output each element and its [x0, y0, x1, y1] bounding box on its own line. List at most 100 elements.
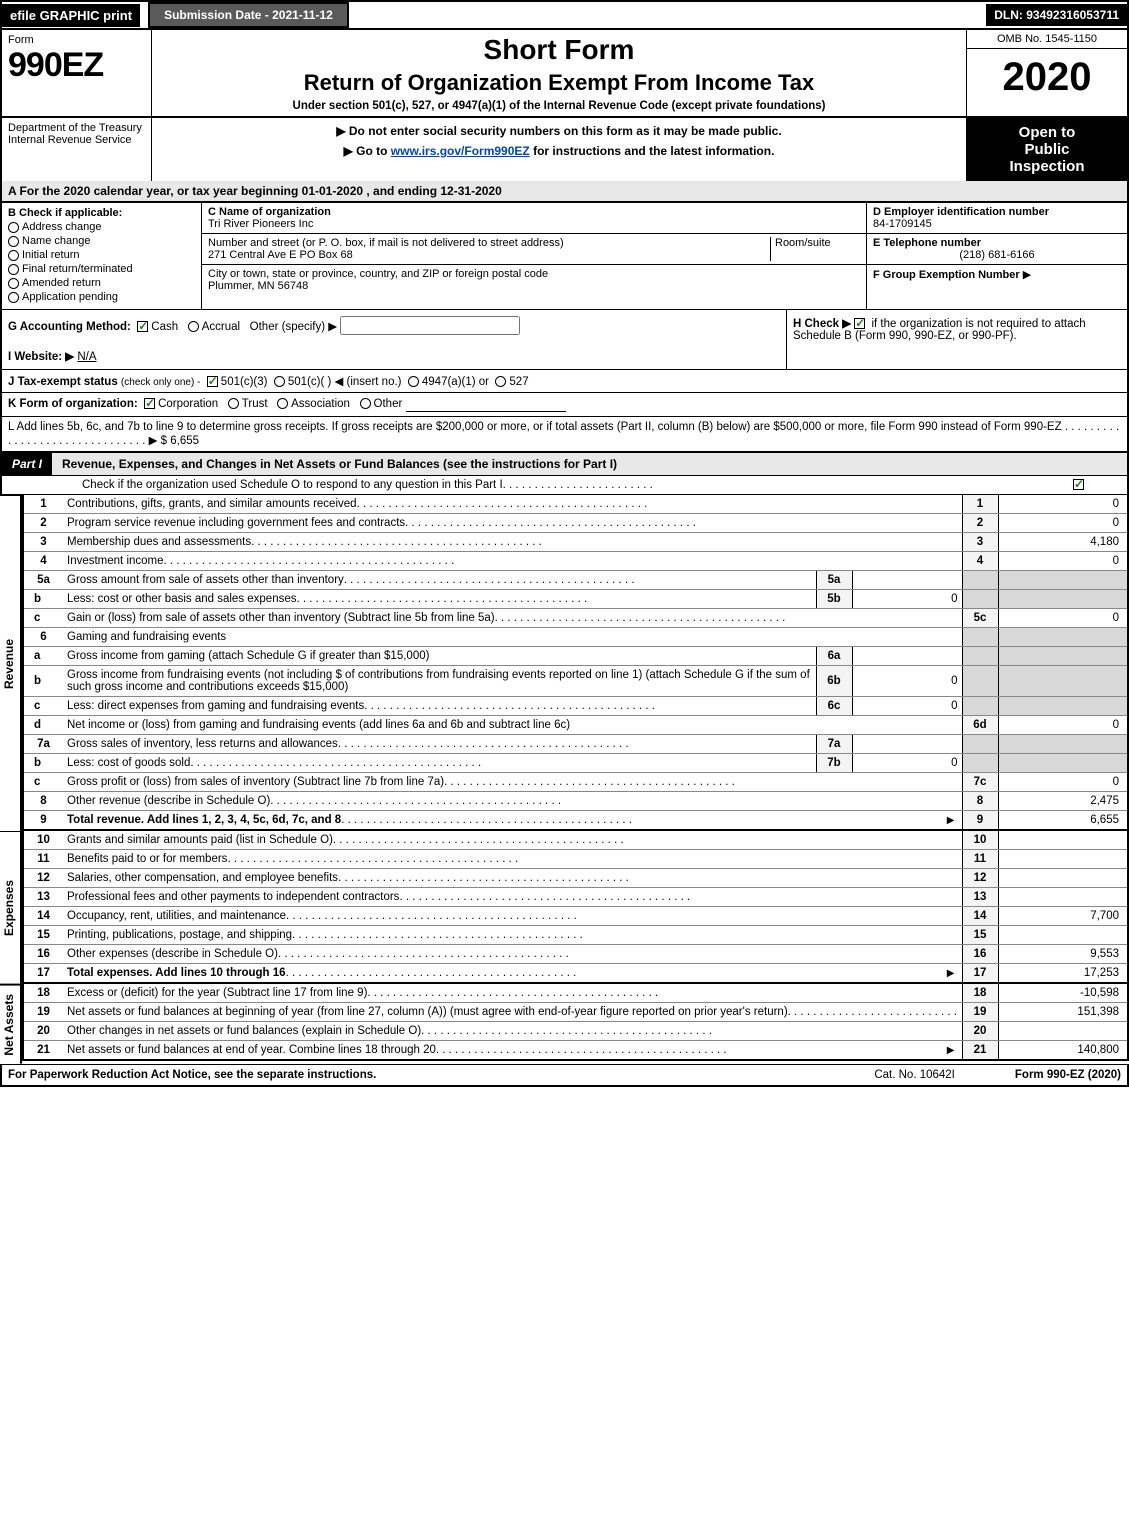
g-other: Other (specify) ▶: [250, 321, 337, 333]
i-label: I Website: ▶: [8, 351, 74, 363]
l-value: $ 6,655: [161, 435, 199, 447]
footer-right: Form 990-EZ (2020): [1015, 1069, 1121, 1081]
efile-label: efile GRAPHIC print: [2, 4, 140, 27]
org-info-block: B Check if applicable: Address change Na…: [0, 203, 1129, 310]
side-netassets: Net Assets: [0, 984, 22, 1064]
l-arrow: ▶: [149, 435, 158, 447]
instr-no-ssn: ▶ Do not enter social security numbers o…: [158, 124, 960, 138]
dept-treasury: Department of the Treasury: [8, 122, 145, 134]
table-row: a Gross income from gaming (attach Sched…: [23, 647, 1128, 666]
chk-initial-return[interactable]: Initial return: [8, 249, 195, 261]
part-i-title: Revenue, Expenses, and Changes in Net As…: [62, 457, 617, 471]
website-value: N/A: [77, 351, 96, 363]
org-name: Tri River Pioneers Inc: [208, 218, 860, 230]
chk-amended-return[interactable]: Amended return: [8, 277, 195, 289]
j-label: J Tax-exempt status: [8, 376, 118, 388]
irs-label: Internal Revenue Service: [8, 134, 145, 146]
table-row: 4 Investment income 40: [23, 552, 1128, 571]
table-row: 17 Total expenses. Add lines 10 through …: [23, 964, 1128, 984]
table-row: 13 Professional fees and other payments …: [23, 888, 1128, 907]
table-row: 7a Gross sales of inventory, less return…: [23, 735, 1128, 754]
phone-value: (218) 681-6166: [873, 249, 1121, 261]
org-address: 271 Central Ave E PO Box 68: [208, 249, 770, 261]
box-b: B Check if applicable: Address change Na…: [2, 203, 202, 309]
g-label: G Accounting Method:: [8, 321, 131, 333]
side-revenue: Revenue: [0, 495, 22, 831]
chk-assoc[interactable]: [277, 398, 288, 409]
table-row: 19 Net assets or fund balances at beginn…: [23, 1003, 1128, 1022]
k-other-input[interactable]: [406, 397, 566, 412]
f-label: F Group Exemption Number: [873, 269, 1020, 281]
open-line3: Inspection: [971, 158, 1123, 175]
box-c: C Name of organization Tri River Pioneer…: [202, 203, 867, 309]
table-row: 5a Gross amount from sale of assets othe…: [23, 571, 1128, 590]
d-label: D Employer identification number: [873, 206, 1121, 218]
chk-final-return[interactable]: Final return/terminated: [8, 263, 195, 275]
dln-label: DLN: 93492316053711: [986, 4, 1127, 26]
chk-address-change[interactable]: Address change: [8, 221, 195, 233]
org-city: Plummer, MN 56748: [208, 280, 860, 292]
table-row: 16 Other expenses (describe in Schedule …: [23, 945, 1128, 964]
f-arrow: ▶: [1023, 269, 1031, 281]
ein-value: 84-1709145: [873, 218, 1121, 230]
part-i-header: Part I Revenue, Expenses, and Changes in…: [0, 453, 1129, 476]
l-text: L Add lines 5b, 6c, and 7b to line 9 to …: [8, 421, 1062, 433]
omb-number: OMB No. 1545-1150: [967, 30, 1127, 49]
form-number: 990EZ: [8, 46, 145, 85]
chk-schedule-o[interactable]: [1073, 479, 1084, 490]
arrow-icon: [944, 1044, 958, 1056]
footer-cat: Cat. No. 10642I: [874, 1069, 955, 1081]
table-row: b Less: cost or other basis and sales ex…: [23, 590, 1128, 609]
footer-left: For Paperwork Reduction Act Notice, see …: [8, 1069, 376, 1081]
table-row: 10 Grants and similar amounts paid (list…: [23, 831, 1128, 850]
chk-other-org[interactable]: [360, 398, 371, 409]
chk-4947[interactable]: [408, 376, 419, 387]
g-other-input[interactable]: [340, 316, 520, 335]
arrow-icon: [944, 814, 958, 826]
table-row: 20 Other changes in net assets or fund b…: [23, 1022, 1128, 1041]
chk-name-change[interactable]: Name change: [8, 235, 195, 247]
chk-corp[interactable]: [144, 398, 155, 409]
h-label: H Check ▶: [793, 318, 851, 330]
chk-501c3[interactable]: [207, 376, 218, 387]
table-row: 12 Salaries, other compensation, and emp…: [23, 869, 1128, 888]
table-row: d Net income or (loss) from gaming and f…: [23, 716, 1128, 735]
expenses-table: 10 Grants and similar amounts paid (list…: [22, 831, 1129, 984]
open-public-badge: Open to Public Inspection: [967, 118, 1127, 181]
instr-goto-pre: ▶ Go to: [344, 144, 391, 158]
table-row: c Gain or (loss) from sale of assets oth…: [23, 609, 1128, 628]
chk-527[interactable]: [495, 376, 506, 387]
table-row: 2 Program service revenue including gove…: [23, 514, 1128, 533]
table-row: b Gross income from fundraising events (…: [23, 666, 1128, 697]
line-j: J Tax-exempt status (check only one) - 5…: [0, 370, 1129, 393]
instr-goto-post: for instructions and the latest informat…: [530, 144, 775, 158]
arrow-icon: [944, 967, 958, 979]
table-row: 18 Excess or (deficit) for the year (Sub…: [23, 984, 1128, 1003]
chk-501c[interactable]: [274, 376, 285, 387]
table-row: b Less: cost of goods sold 7b0: [23, 754, 1128, 773]
g-h-block: G Accounting Method: Cash Accrual Other …: [0, 310, 1129, 370]
subtitle: Under section 501(c), 527, or 4947(a)(1)…: [158, 100, 960, 112]
table-row: 6 Gaming and fundraising events: [23, 628, 1128, 647]
line-k: K Form of organization: Corporation Trus…: [0, 393, 1129, 417]
c-label: C Name of organization: [208, 206, 860, 218]
chk-trust[interactable]: [228, 398, 239, 409]
table-row: c Less: direct expenses from gaming and …: [23, 697, 1128, 716]
chk-h[interactable]: [854, 318, 865, 329]
page-footer: For Paperwork Reduction Act Notice, see …: [0, 1064, 1129, 1087]
instr-goto: ▶ Go to www.irs.gov/Form990EZ for instru…: [158, 144, 960, 158]
box-d: D Employer identification number 84-1709…: [867, 203, 1127, 309]
part-i-sub: Check if the organization used Schedule …: [0, 476, 1129, 495]
box-b-title: B Check if applicable:: [8, 207, 195, 219]
submission-date: Submission Date - 2021-11-12: [148, 2, 349, 28]
e-label: E Telephone number: [873, 237, 1121, 249]
chk-cash[interactable]: [137, 321, 148, 332]
open-line1: Open to: [971, 124, 1123, 141]
chk-application-pending[interactable]: Application pending: [8, 291, 195, 303]
form-header: Form 990EZ Short Form Return of Organiza…: [0, 30, 1129, 118]
short-form-title: Short Form: [158, 34, 960, 66]
table-row: 15 Printing, publications, postage, and …: [23, 926, 1128, 945]
irs-link[interactable]: www.irs.gov/Form990EZ: [391, 144, 530, 158]
netassets-table: 18 Excess or (deficit) for the year (Sub…: [22, 984, 1129, 1061]
chk-accrual[interactable]: [188, 321, 199, 332]
